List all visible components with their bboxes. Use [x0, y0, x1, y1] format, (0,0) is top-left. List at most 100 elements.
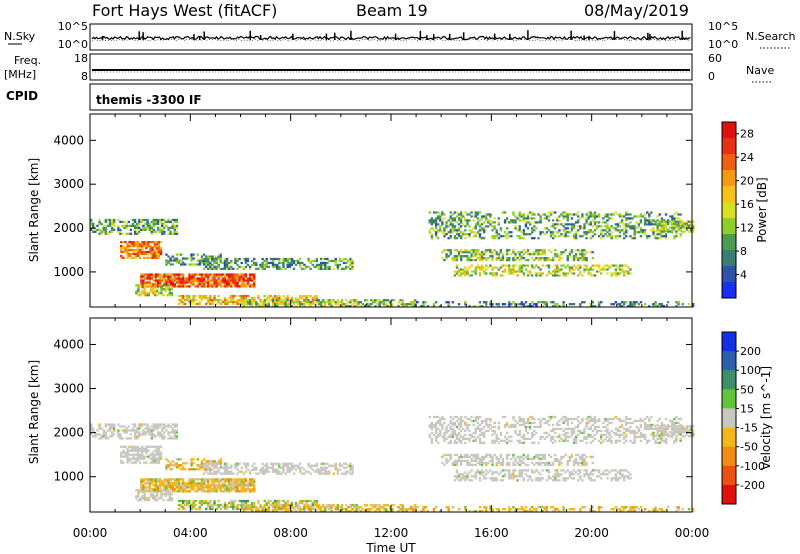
scatter-cell	[579, 217, 582, 220]
scatter-cell	[242, 472, 245, 475]
scatter-cell	[583, 233, 586, 236]
scatter-cell	[451, 231, 455, 234]
scatter-cell	[148, 486, 151, 489]
scatter-cell	[238, 277, 241, 280]
scatter-cell	[512, 251, 515, 254]
scatter-cell	[478, 429, 482, 433]
scatter-cell	[516, 251, 519, 254]
scatter-cell	[154, 478, 158, 481]
scatter-cell	[142, 431, 145, 434]
scatter-cell	[143, 495, 146, 498]
scatter-cell	[485, 251, 488, 254]
scatter-cell	[487, 249, 490, 252]
scatter-cell	[219, 302, 222, 306]
scatter-cell	[141, 292, 144, 295]
scatter-cell	[194, 482, 197, 485]
scatter-cell	[190, 462, 193, 465]
scatter-cell	[192, 296, 195, 300]
scatter-cell	[474, 439, 478, 442]
scatter-cell	[207, 255, 210, 258]
scatter-cell	[102, 230, 105, 233]
scatter-cell	[209, 298, 212, 302]
scatter-cell	[650, 229, 653, 232]
scatter-cell	[198, 501, 202, 505]
scatter-cell	[464, 423, 467, 427]
scatter-cell	[163, 437, 166, 440]
scatter-cell	[468, 266, 471, 269]
scatter-cell	[225, 478, 229, 481]
scatter-cell	[190, 488, 193, 491]
scatter-cell	[253, 501, 256, 505]
nsky-line	[91, 35, 691, 41]
scatter-cell	[551, 441, 555, 444]
scatter-cell	[204, 478, 208, 481]
scatter-cell	[140, 277, 143, 280]
scatter-cell	[238, 285, 241, 288]
scatter-cell	[223, 259, 227, 263]
scatter-cell	[455, 231, 459, 234]
scatter-cell	[198, 464, 202, 467]
scatter-cell	[568, 270, 572, 273]
scatter-cell	[572, 437, 576, 440]
scatter-cell	[480, 441, 484, 444]
scatter-cell	[165, 224, 168, 228]
scatter-cell	[154, 423, 158, 426]
scatter-cell	[489, 223, 492, 226]
scatter-cell	[673, 220, 676, 223]
scatter-cell	[692, 303, 695, 306]
scatter-cell	[248, 279, 252, 282]
scatter-cell	[261, 301, 264, 304]
scatter-cell	[319, 257, 323, 261]
scatter-cell	[627, 421, 630, 425]
scatter-cell	[495, 303, 498, 306]
scatter-cell	[152, 429, 156, 432]
scatter-cell	[618, 417, 622, 421]
scatter-cell	[110, 435, 114, 438]
scatter-cell	[177, 507, 181, 511]
scatter-cell	[639, 235, 643, 238]
scatter-cell	[317, 506, 321, 509]
scatter-cell	[227, 472, 231, 475]
scatter-cell	[533, 253, 536, 256]
scatter-cell	[520, 231, 523, 234]
scatter-cell	[138, 220, 141, 224]
scatter-cell	[518, 423, 521, 427]
scatter-cell	[434, 437, 438, 440]
scatter-cell	[508, 272, 511, 275]
scatter-cell	[478, 510, 482, 513]
scatter-cell	[198, 486, 202, 489]
scatter-cell	[223, 464, 227, 467]
scatter-cell	[159, 252, 163, 256]
scatter-cell	[161, 222, 164, 226]
scatter-cell	[533, 217, 536, 220]
scatter-cell	[278, 464, 281, 467]
scatter-cell	[501, 415, 505, 419]
scatter-cell	[562, 415, 565, 419]
scatter-cell	[188, 482, 191, 485]
scatter-cell	[215, 466, 218, 469]
scatter-cell	[173, 480, 177, 483]
scatter-cell	[549, 258, 553, 262]
scatter-cell	[154, 482, 158, 485]
scatter-cell	[558, 215, 561, 218]
scatter-cell	[130, 242, 133, 246]
scatter-cell	[303, 506, 306, 509]
scatter-cell	[219, 503, 222, 507]
scatter-cell	[478, 258, 482, 262]
scatter-cell	[215, 265, 218, 269]
scatter-cell	[485, 510, 488, 513]
scatter-cell	[215, 302, 218, 306]
scatter-cell	[169, 488, 172, 491]
scatter-cell	[164, 495, 167, 498]
scatter-cell	[153, 497, 157, 500]
scatter-cell	[562, 217, 565, 220]
scatter-cell	[209, 466, 212, 469]
scatter-cell	[457, 251, 461, 254]
scatter-cell	[200, 501, 204, 505]
scatter-cell	[328, 506, 331, 509]
scatter-cell	[175, 226, 179, 230]
scatter-cell	[288, 265, 291, 269]
scatter-cell	[135, 222, 139, 226]
scatter-cell	[155, 246, 159, 250]
freq-unit-label: [MHz]	[4, 68, 36, 81]
